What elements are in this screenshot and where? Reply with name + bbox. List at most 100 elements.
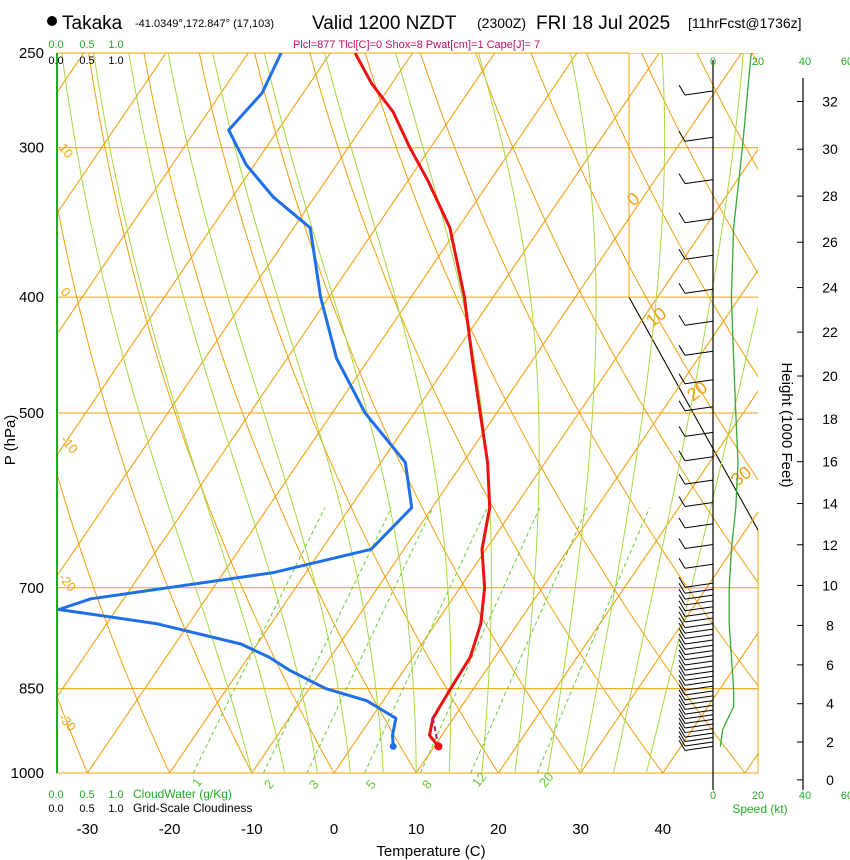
- mixing-ratio-line: [306, 507, 434, 773]
- wind-barb-shaft: [684, 650, 714, 656]
- dry-adiabat: [198, 53, 499, 773]
- moist-adiabat: [324, 53, 452, 773]
- height-tick-label: 30: [822, 141, 838, 157]
- wind-panel: 0020204040606002468101214161820222426283…: [678, 52, 850, 802]
- wind-barb-flag: [678, 717, 686, 729]
- wind-barb-shaft: [684, 136, 714, 142]
- wind-barb: [678, 400, 714, 412]
- forecast-run: [11hrFcst@1736z]: [688, 15, 802, 31]
- pressure-tick-label: 1000: [11, 765, 44, 782]
- wind-barb: [678, 694, 714, 706]
- dry-adiabat: [143, 53, 417, 773]
- wind-barb: [678, 708, 714, 720]
- wind-barb-flag: [678, 84, 686, 96]
- wind-barb: [678, 606, 714, 617]
- wind-barb-shaft: [684, 655, 714, 661]
- temperature-tick-label: 40: [654, 821, 671, 838]
- isotherm-line: [57, 53, 331, 457]
- wind-barb-flag: [678, 684, 686, 696]
- wind-barb-flag: [678, 689, 686, 701]
- height-tick-label: 0: [826, 772, 834, 788]
- cloudiness-label: Grid-Scale Cloudiness: [133, 801, 252, 815]
- wind-barb-shaft: [684, 634, 714, 640]
- wind-barb: [678, 248, 714, 260]
- wind-barb: [678, 314, 714, 326]
- moist-adiabat: [93, 53, 286, 773]
- parcel-path: [431, 718, 440, 747]
- wind-barb: [678, 611, 714, 623]
- mixing-ratio-label: 2: [261, 777, 277, 792]
- wind-barb: [678, 699, 714, 710]
- speed-bottom-tick: 60: [841, 790, 850, 802]
- wind-barb-shaft: [684, 90, 714, 96]
- wind-barb-shaft: [684, 563, 714, 569]
- wind-barb-shaft: [684, 350, 714, 356]
- wind-barb-flag: [678, 557, 686, 569]
- location-coords: -41.0349°,172.847° (17,103): [135, 18, 274, 30]
- speed-axis-title: Speed (kt): [732, 802, 787, 816]
- wind-barb-shaft: [684, 685, 714, 691]
- wind-barb: [678, 740, 714, 751]
- mixing-ratio-line: [192, 507, 326, 773]
- moist-adiabat: [580, 53, 666, 773]
- wind-barb-flag: [678, 659, 686, 671]
- mixing-ratio-line: [419, 507, 541, 773]
- wind-barb-shaft: [684, 623, 714, 629]
- wind-barb-flag: [678, 594, 686, 606]
- wind-barb-shaft: [684, 745, 714, 751]
- wind-barb: [678, 582, 714, 594]
- wind-barb-shaft: [684, 718, 714, 724]
- location-name: Takaka: [62, 13, 123, 34]
- wind-barb-shaft: [684, 617, 714, 623]
- wind-barb: [678, 649, 714, 661]
- wind-barb: [678, 726, 714, 738]
- wind-barb-flag: [678, 373, 686, 385]
- wind-speed-line: [719, 52, 752, 747]
- isotherm-line: [0, 53, 2, 773]
- wind-barb-shaft: [684, 732, 714, 738]
- mixing-ratio-line: [536, 507, 651, 773]
- valid-time: Valid 1200 NZDT: [312, 13, 457, 34]
- moist-adiabat: [61, 53, 253, 773]
- wind-barb-flag: [678, 130, 686, 142]
- wind-barb: [678, 722, 714, 734]
- wind-barb: [678, 84, 714, 96]
- cloudiness-bottom-tick: 1.0: [108, 803, 123, 815]
- wind-barb-flag: [678, 617, 686, 628]
- wind-barb-shaft: [684, 320, 714, 326]
- dry-adiabat-label: 0: [623, 188, 643, 210]
- wind-barb-shaft: [684, 431, 714, 437]
- isotherm-label: -20: [56, 570, 80, 594]
- wind-barb-flag: [678, 699, 686, 710]
- height-tick-label: 6: [826, 657, 834, 673]
- speed-bottom-tick: 40: [799, 790, 811, 802]
- wind-barb-flag: [678, 674, 686, 686]
- wind-barb-flag: [678, 708, 686, 720]
- height-tick-label: 22: [822, 324, 838, 340]
- height-tick-label: 18: [822, 411, 838, 427]
- wind-barb: [678, 654, 714, 666]
- wind-barb-flag: [678, 314, 686, 326]
- wind-barb-shaft: [684, 600, 714, 606]
- height-tick-label: 16: [822, 454, 838, 470]
- mixing-ratio-line: [364, 507, 488, 773]
- dry-adiabat: [475, 53, 758, 584]
- speed-top-tick: 40: [799, 56, 811, 68]
- wind-barb: [678, 538, 714, 549]
- wind-barb-flag: [678, 669, 686, 681]
- wind-barb-shaft: [684, 611, 714, 617]
- wind-barb-flag: [678, 649, 686, 661]
- speed-bottom-tick: 0: [710, 790, 716, 802]
- wind-barb: [678, 594, 714, 606]
- speed-bottom-tick: 20: [752, 790, 764, 802]
- cloud-water-top-tick: 1.0: [108, 39, 123, 51]
- y-axis-title: P (hPa): [2, 415, 19, 466]
- wind-barb-shaft: [684, 606, 714, 612]
- mixing-ratio-label: 20: [536, 769, 557, 790]
- cloud-water-label: CloudWater (g/Kg): [133, 787, 232, 801]
- height-tick-label: 12: [822, 537, 838, 553]
- wind-barb: [678, 633, 714, 645]
- pressure-tick-label: 300: [19, 140, 44, 157]
- isotherm-line: [57, 53, 249, 336]
- wind-barb-flag: [678, 582, 686, 594]
